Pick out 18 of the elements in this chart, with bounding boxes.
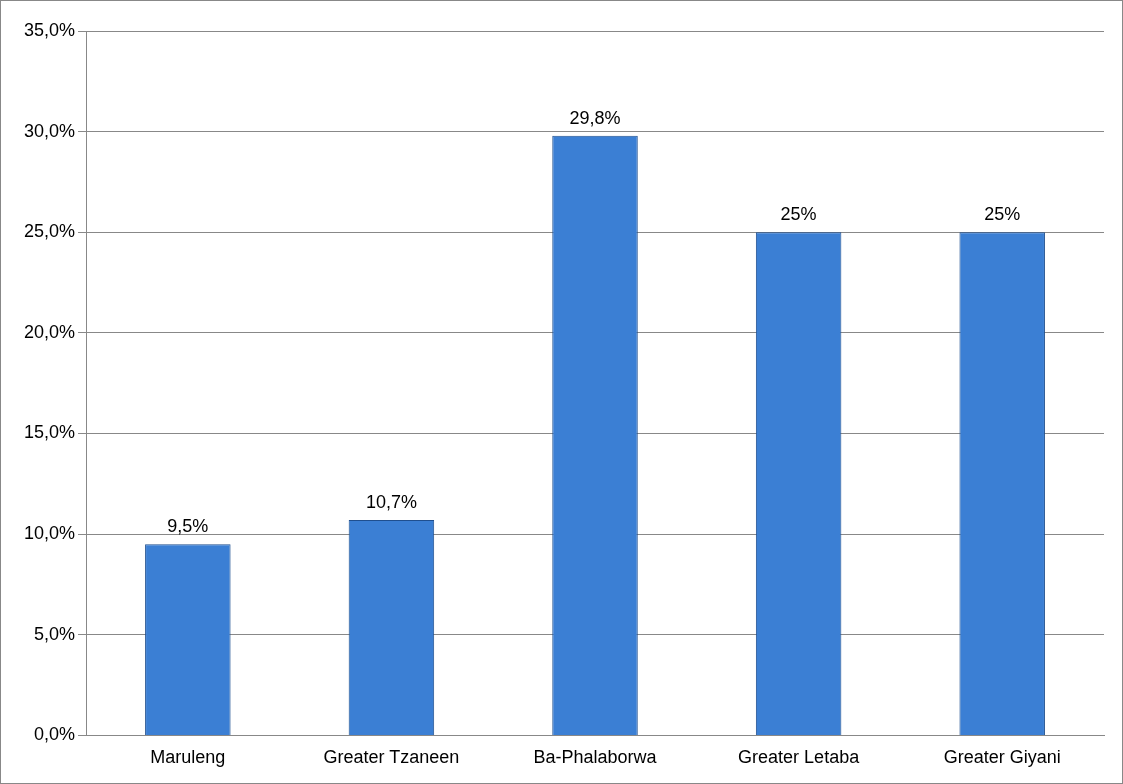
- y-tick-label: 35,0%: [23, 19, 76, 40]
- y-tick-label: 0,0%: [34, 724, 76, 745]
- y-tick-label: 25,0%: [23, 221, 76, 242]
- y-tick-label: 20,0%: [23, 321, 76, 342]
- x-tick-label: Greater Tzaneen: [323, 747, 460, 768]
- y-tick-label: 15,0%: [23, 422, 76, 443]
- data-label: 9,5%: [167, 516, 209, 537]
- data-label: 25%: [984, 204, 1021, 225]
- x-tick-label: Maruleng: [150, 747, 226, 768]
- y-tick-label: 30,0%: [23, 120, 76, 141]
- data-label: 29,8%: [569, 107, 621, 128]
- x-tick-label: Greater Letaba: [738, 747, 861, 768]
- y-tick-label: 5,0%: [34, 623, 76, 644]
- x-tick-label: Ba-Phalaborwa: [533, 747, 658, 768]
- data-label: 10,7%: [365, 492, 417, 513]
- x-tick-label: Greater Giyani: [943, 747, 1061, 768]
- data-label: 25%: [780, 204, 817, 225]
- y-tick-label: 10,0%: [23, 523, 76, 544]
